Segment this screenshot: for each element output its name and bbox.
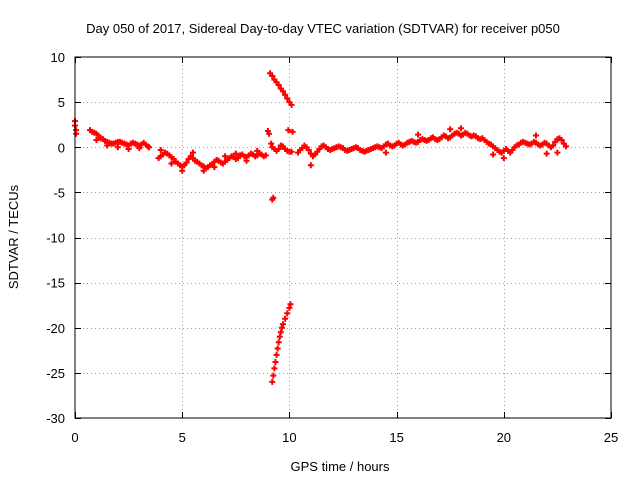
data-point — [490, 151, 497, 158]
data-point — [289, 128, 296, 135]
data-point — [447, 126, 454, 133]
y-tick-label: -15 — [46, 276, 65, 291]
data-point — [145, 144, 152, 151]
data-point — [275, 339, 282, 346]
y-tick-label: -10 — [46, 231, 65, 246]
data-point — [288, 101, 295, 108]
data-point — [558, 137, 565, 144]
data-point — [125, 146, 132, 153]
data-point — [243, 157, 250, 164]
data-point — [307, 162, 314, 169]
data-point — [282, 315, 289, 322]
data-point — [93, 137, 100, 144]
data-point — [73, 130, 80, 137]
data-point — [114, 144, 121, 151]
data-point — [275, 81, 282, 88]
data-point — [305, 146, 312, 153]
data-point — [415, 131, 422, 138]
x-tick-label: 5 — [179, 430, 186, 445]
x-tick-label: 15 — [389, 430, 403, 445]
y-tick-label: -20 — [46, 321, 65, 336]
data-point — [277, 329, 284, 336]
data-point — [457, 125, 464, 132]
data-point — [183, 159, 190, 166]
data-point — [562, 143, 569, 150]
data-point — [200, 167, 207, 174]
data-point — [271, 365, 278, 372]
y-tick-label: 10 — [51, 50, 65, 65]
data-point — [273, 351, 280, 358]
data-point — [279, 321, 286, 328]
data-point — [168, 160, 175, 167]
x-tick-label: 25 — [604, 430, 618, 445]
data-point — [179, 167, 186, 174]
data-point — [254, 147, 261, 154]
y-axis-label: SDTVAR / TECUs — [6, 184, 21, 289]
y-tick-label: -25 — [46, 366, 65, 381]
data-point — [288, 148, 295, 155]
data-point — [275, 146, 282, 153]
data-point — [211, 164, 218, 171]
x-tick-label: 0 — [71, 430, 78, 445]
data-point — [157, 146, 164, 153]
data-points-layer — [72, 70, 569, 385]
chart-title: Day 050 of 2017, Sidereal Day-to-day VTE… — [86, 21, 560, 36]
data-point — [282, 91, 289, 98]
data-point — [136, 145, 143, 152]
grid-layer — [75, 57, 611, 418]
data-point — [272, 359, 279, 366]
data-point — [276, 333, 283, 340]
plot-frame — [74, 56, 612, 419]
data-point — [286, 304, 293, 311]
data-point — [550, 142, 557, 149]
y-tick-label: -5 — [53, 185, 65, 200]
data-point — [278, 324, 285, 331]
data-point — [284, 310, 291, 317]
data-point — [104, 142, 111, 149]
y-tick-label: 0 — [58, 140, 65, 155]
x-tick-label: 20 — [497, 430, 511, 445]
data-point — [274, 345, 281, 352]
ticks-layer: 0 5 10 15 20 25 10 5 0 -5 -10 -15 -20 -25 -30 — [46, 50, 618, 445]
data-point — [269, 378, 276, 385]
data-point — [232, 150, 239, 157]
x-tick-label: 10 — [282, 430, 296, 445]
data-point — [285, 127, 292, 134]
data-point — [287, 301, 294, 308]
y-tick-label: 5 — [58, 95, 65, 110]
data-point — [382, 149, 389, 156]
data-point — [279, 88, 286, 95]
data-point — [269, 72, 276, 79]
data-point — [189, 149, 196, 156]
data-point — [268, 140, 275, 147]
data-point — [222, 153, 229, 160]
data-point — [500, 155, 507, 162]
data-point — [262, 152, 269, 159]
y-tick-label: -30 — [46, 411, 65, 426]
data-point — [554, 149, 561, 156]
x-axis-label: GPS time / hours — [291, 459, 390, 474]
data-point — [543, 150, 550, 157]
data-point — [532, 132, 539, 139]
data-point — [270, 372, 277, 379]
data-point — [266, 130, 273, 137]
data-point — [284, 95, 291, 102]
data-point — [270, 194, 277, 201]
